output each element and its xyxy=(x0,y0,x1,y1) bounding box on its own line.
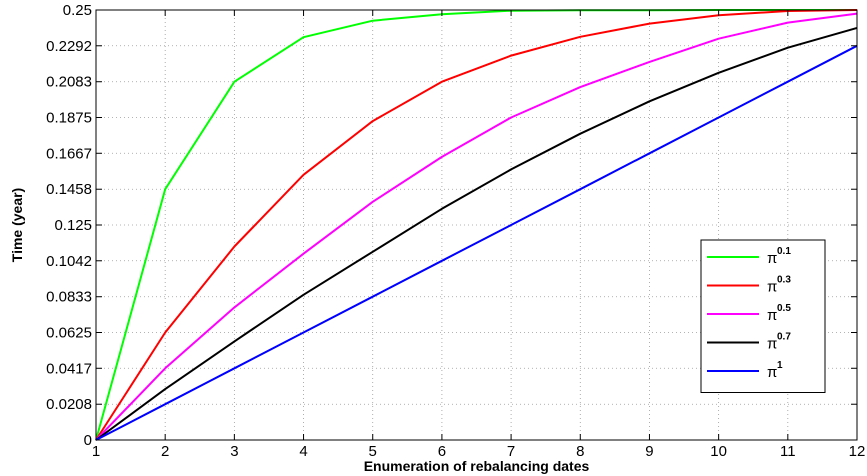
x-tick-label: 4 xyxy=(299,443,307,460)
y-tick-label: 0.2292 xyxy=(46,38,92,55)
series-line-0-7 xyxy=(95,26,858,441)
series-line-0-5 xyxy=(95,12,858,441)
legend-item: π 0.3 xyxy=(707,275,791,296)
legend-box xyxy=(700,239,826,393)
legend-label-base: π xyxy=(767,336,777,353)
y-tick-label: 0.2083 xyxy=(46,74,92,91)
x-tick-label: 6 xyxy=(438,443,446,460)
y-axis-label: Time (year) xyxy=(9,188,25,262)
x-tick-label: 2 xyxy=(161,443,169,460)
x-tick-labels: 1 2 3 4 5 6 7 8 9 10 11 12 xyxy=(92,443,866,460)
y-tick-label: 0.125 xyxy=(54,217,92,234)
series-line-0-3 xyxy=(95,9,858,441)
x-tick-label: 5 xyxy=(369,443,377,460)
x-tick-label: 9 xyxy=(645,443,653,460)
legend-label-exponent: 0.1 xyxy=(777,246,791,257)
legend-label-base: π xyxy=(767,364,777,381)
legend-label-exponent: 0.5 xyxy=(777,303,791,314)
y-tick-label: 0.0625 xyxy=(46,325,92,342)
x-tick-label: 3 xyxy=(230,443,238,460)
y-tick-label: 0.1042 xyxy=(46,253,92,270)
x-tick-label: 11 xyxy=(780,443,796,460)
y-tick-label: 0.0833 xyxy=(46,289,92,306)
legend-label-exponent: 0.3 xyxy=(777,275,791,286)
x-tick-label: 1 xyxy=(92,443,100,460)
x-tick-label: 7 xyxy=(507,443,515,460)
y-tick-label: 0.25 xyxy=(63,2,92,19)
x-tick-label: 12 xyxy=(849,443,866,460)
legend-item: π 0.5 xyxy=(707,303,791,324)
legend-label-base: π xyxy=(767,307,777,324)
legend-item: π 0.7 xyxy=(707,332,791,353)
y-tick-label: 0.1458 xyxy=(46,181,92,198)
y-tick-label: 0.0417 xyxy=(46,360,92,377)
series-line-1 xyxy=(95,44,858,441)
x-axis-label: Enumeration of rebalancing dates xyxy=(364,458,590,474)
y-tick-label: 0.1875 xyxy=(46,110,92,127)
legend: π 0.1π 0.3π 0.5π 0.7π 1 xyxy=(700,239,826,393)
y-tick-label: 0 xyxy=(84,432,92,449)
y-tick-label: 0.0208 xyxy=(46,396,92,413)
x-tick-label: 10 xyxy=(710,443,727,460)
axis-ticks xyxy=(95,9,858,441)
legend-label-exponent: 0.7 xyxy=(777,332,791,343)
legend-label-exponent: 1 xyxy=(777,360,783,371)
y-tick-label: 0.1667 xyxy=(46,145,92,162)
y-tick-labels: 0 0.0208 0.0417 0.0625 0.0833 0.1042 0.125 0.14… xyxy=(46,2,92,449)
legend-label-base: π xyxy=(767,279,777,296)
x-tick-label: 8 xyxy=(576,443,584,460)
legend-item: π 0.1 xyxy=(707,246,791,267)
legend-label-base: π xyxy=(767,250,777,267)
